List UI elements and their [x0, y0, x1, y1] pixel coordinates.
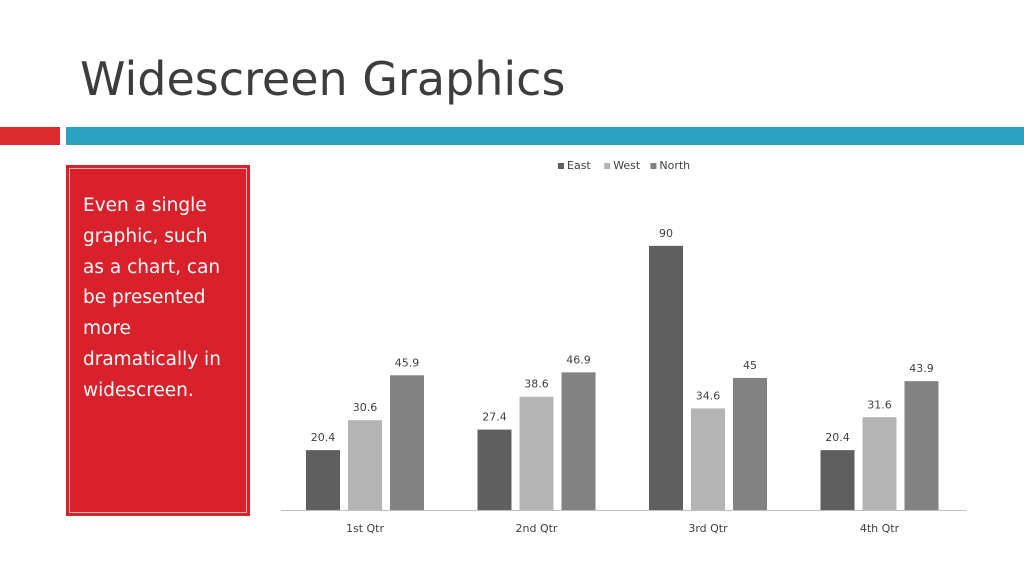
data-label-east-1: 20.4 — [311, 431, 336, 444]
data-label-west-1: 30.6 — [353, 401, 378, 414]
bar-east-2 — [477, 429, 512, 510]
data-label-north-3: 45 — [743, 359, 757, 372]
data-label-east-4: 20.4 — [825, 431, 850, 444]
legend-label-north: North — [659, 159, 690, 172]
bar-chart: East West North 20.4 30.6 45.9 1st Qtr 27.4 38.6… — [281, 159, 966, 535]
x-tick-label: 1st Qtr — [346, 522, 385, 535]
accent-bar-red — [0, 127, 60, 145]
x-tick-label: 3rd Qtr — [688, 522, 728, 535]
slide-title: Widescreen Graphics — [80, 52, 566, 106]
data-label-west-3: 34.6 — [696, 389, 721, 402]
bar-east-3 — [649, 245, 683, 510]
callout-border — [69, 168, 247, 513]
x-tick-label: 2nd Qtr — [516, 522, 558, 535]
legend-swatch-east — [558, 163, 564, 169]
data-label-east-2: 27.4 — [482, 411, 507, 424]
legend-swatch-north — [650, 163, 657, 169]
legend-label-west: West — [613, 159, 641, 172]
data-label-west-4: 31.6 — [867, 398, 892, 411]
bar-north-1 — [390, 375, 424, 510]
callout-box: Even a single graphic, such as a chart, … — [66, 165, 250, 516]
callout-text: Even a single graphic, such as a chart, … — [83, 195, 221, 401]
bar-north-4 — [904, 381, 939, 510]
data-label-north-1: 45.9 — [395, 356, 420, 369]
bar-north-3 — [733, 377, 767, 510]
bar-east-1 — [306, 450, 340, 510]
accent-bar-teal — [66, 127, 1024, 145]
data-label-west-2: 38.6 — [524, 378, 549, 391]
legend-label-east: East — [567, 159, 591, 172]
legend-swatch-west — [604, 163, 611, 169]
bar-west-1 — [348, 420, 382, 510]
data-label-north-2: 46.9 — [566, 353, 591, 366]
data-label-east-3: 90 — [659, 227, 673, 240]
bar-west-2 — [519, 396, 554, 510]
bar-west-4 — [862, 417, 897, 510]
bar-east-4 — [820, 450, 855, 510]
data-label-north-4: 43.9 — [909, 362, 934, 375]
x-tick-label: 4th Qtr — [860, 522, 900, 535]
bar-north-2 — [561, 372, 596, 510]
bar-west-3 — [691, 408, 725, 510]
